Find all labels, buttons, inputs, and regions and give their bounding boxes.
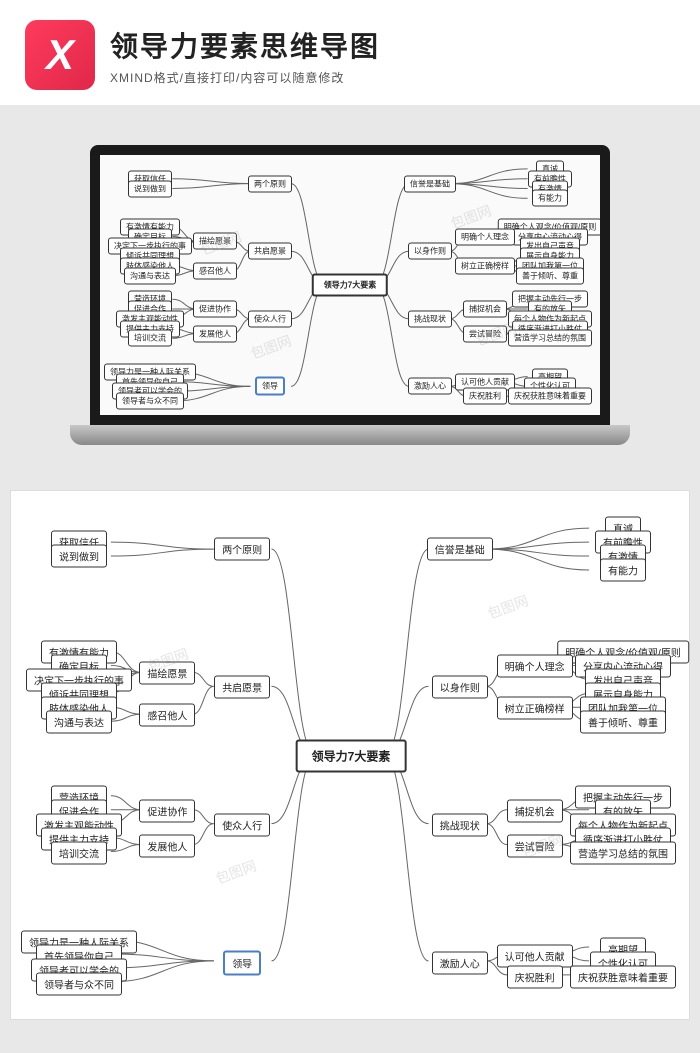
mindmap-node: 以身作则 <box>432 676 488 699</box>
mindmap-node: 尝试冒险 <box>463 325 507 342</box>
mindmap-large: 领导力7大要素两个原则获取信任说到做到共启愿景有激情有能力确定目标决定下一步执行… <box>10 490 690 1020</box>
mindmap-node: 激励人心 <box>408 378 452 395</box>
mindmap-node: 两个原则 <box>214 538 270 561</box>
mindmap-node: 使众人行 <box>214 813 270 836</box>
mindmap-node: 说到做到 <box>128 180 172 197</box>
mindmap-node: 树立正确榜样 <box>497 697 573 720</box>
mindmap-node: 庆祝胜利 <box>507 965 563 988</box>
mindmap-node: 营造学习总结的氛围 <box>508 330 592 347</box>
mindmap-node: 沟通与表达 <box>124 267 176 284</box>
mindmap-node: 善于倾听、尊重 <box>516 267 584 284</box>
mindmap-node: 捕捉机会 <box>463 301 507 318</box>
mindmap-node: 认可他人贡献 <box>497 944 573 967</box>
mindmap-node: 领导者与众不同 <box>116 393 184 410</box>
page-title: 领导力要素思维导图 <box>110 25 675 65</box>
mindmap-node: 庆祝获胜意味着重要 <box>570 965 676 988</box>
mindmap-node: 信誉是基础 <box>404 175 456 192</box>
mindmap-node: 挑战现状 <box>408 310 452 327</box>
mindmap-node: 庆祝获胜意味着重要 <box>508 388 592 405</box>
mindmap-node: 促进协作 <box>193 301 237 318</box>
mindmap-node: 庆祝胜利 <box>463 388 507 405</box>
mindmap-node: 信誉是基础 <box>427 538 493 561</box>
page-subtitle: XMIND格式/直接打印/内容可以随意修改 <box>110 69 675 86</box>
mindmap-node: 营造学习总结的氛围 <box>570 841 676 864</box>
mindmap-node: 领导 <box>223 950 261 975</box>
mindmap-node: 培训交流 <box>128 330 172 347</box>
mindmap-node: 明确个人理念 <box>455 228 515 245</box>
mindmap-node: 以身作则 <box>408 243 452 260</box>
laptop-keyboard <box>70 425 630 445</box>
xmind-logo-icon: X <box>25 20 95 90</box>
mindmap-node: 发展他人 <box>139 834 195 857</box>
header: X 领导力要素思维导图 XMIND格式/直接打印/内容可以随意修改 <box>0 0 700 105</box>
mindmap-node: 领导 <box>255 377 285 396</box>
mindmap-node: 明确个人理念 <box>497 655 573 678</box>
mindmap-node: 感召他人 <box>139 704 195 727</box>
laptop-preview: 领导力7大要素两个原则获取信任说到做到共启愿景有激情有能力确定目标决定下一步执行… <box>0 125 700 465</box>
mindmap-node: 发展他人 <box>193 325 237 342</box>
mindmap-small: 领导力7大要素两个原则获取信任说到做到共启愿景有激情有能力确定目标决定下一步执行… <box>100 155 600 415</box>
laptop-screen-frame: 领导力7大要素两个原则获取信任说到做到共启愿景有激情有能力确定目标决定下一步执行… <box>90 145 610 425</box>
header-text-block: 领导力要素思维导图 XMIND格式/直接打印/内容可以随意修改 <box>110 25 675 86</box>
mindmap-node: 善于倾听、尊重 <box>580 711 666 734</box>
mindmap-node: 说到做到 <box>51 545 107 568</box>
mindmap-node: 激励人心 <box>432 951 488 974</box>
mindmap-node: 沟通与表达 <box>46 711 112 734</box>
mindmap-node: 使众人行 <box>248 310 292 327</box>
mindmap-node: 共启愿景 <box>248 243 292 260</box>
mindmap-node: 共启愿景 <box>214 676 270 699</box>
mindmap-node: 树立正确榜样 <box>455 257 515 274</box>
mindmap-node: 捕捉机会 <box>507 799 563 822</box>
mindmap-node: 两个原则 <box>248 175 292 192</box>
mindmap-node: 描绘愿景 <box>139 662 195 685</box>
mindmap-node: 领导者与众不同 <box>36 972 122 995</box>
mindmap-node: 描绘愿景 <box>193 233 237 250</box>
mindmap-node: 有能力 <box>600 559 646 582</box>
mindmap-node: 尝试冒险 <box>507 834 563 857</box>
mindmap-node: 领导力7大要素 <box>312 274 388 297</box>
mindmap-node: 培训交流 <box>51 841 107 864</box>
mindmap-node: 挑战现状 <box>432 813 488 836</box>
mindmap-node: 有能力 <box>532 190 568 207</box>
mindmap-node: 领导力7大要素 <box>296 740 407 773</box>
mindmap-node: 促进协作 <box>139 799 195 822</box>
mindmap-node: 感召他人 <box>193 262 237 279</box>
